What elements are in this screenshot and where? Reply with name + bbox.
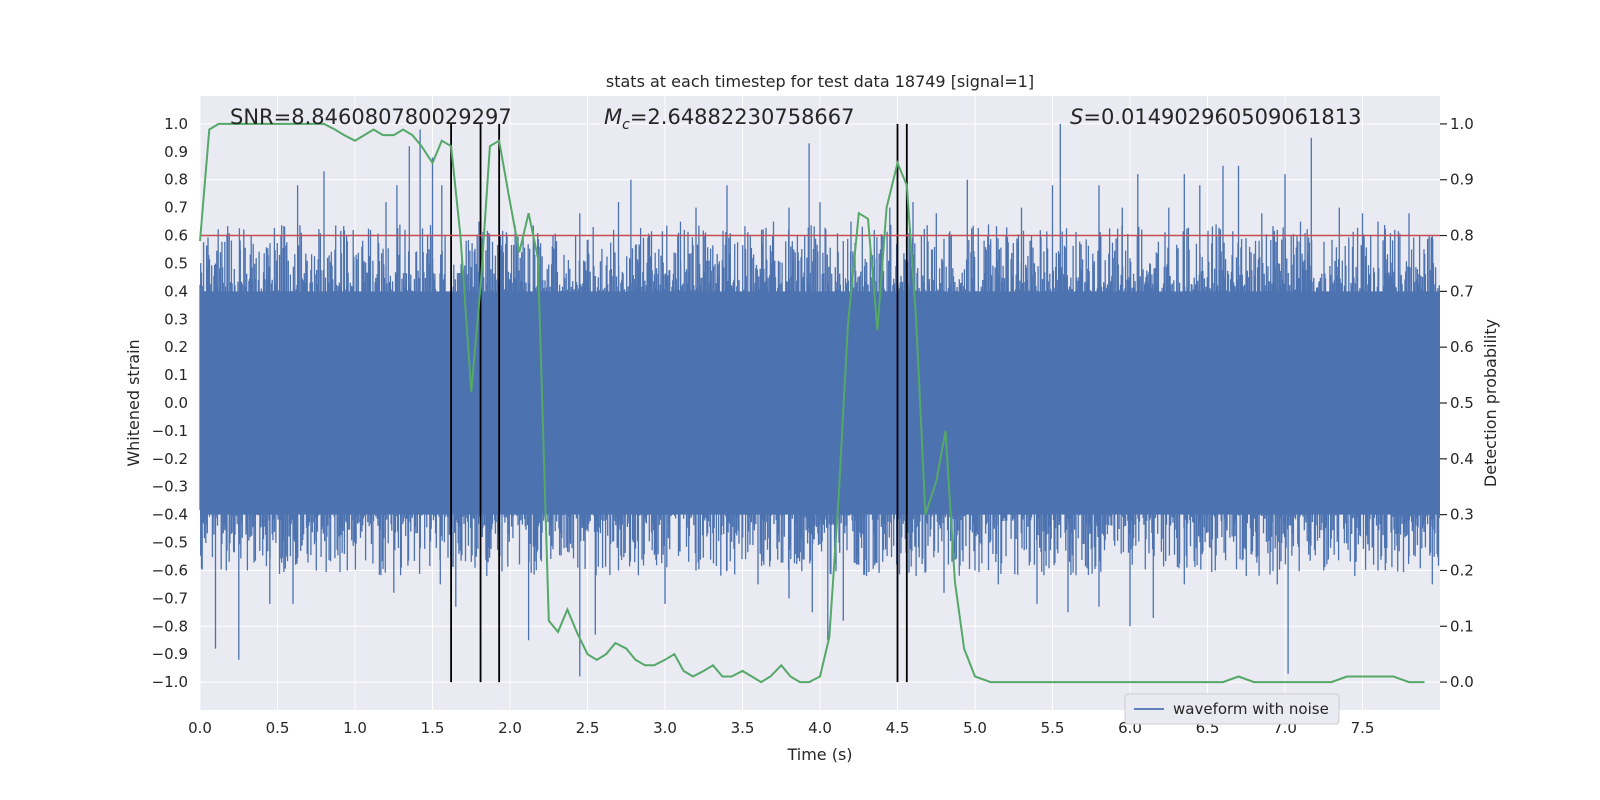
left-tick-label: −0.1 <box>152 422 188 440</box>
left-tick-label: 0.0 <box>164 394 188 412</box>
probability-line <box>199 122 1425 684</box>
left-tick-label: −0.9 <box>152 645 188 663</box>
right-axis-ticks: 1.0 0.9 0.8 0.7 0.6 0.5 0.4 0.3 0.2 0.1 0.0 <box>1440 115 1474 691</box>
x-tick-label: 4.5 <box>886 719 910 737</box>
x-tick-label: 5.5 <box>1041 719 1065 737</box>
right-tick-label: 0.3 <box>1450 506 1474 524</box>
y-axis-label-right: Detection probability <box>1481 319 1500 487</box>
s-annotation: S=0.014902960509061813 <box>1070 105 1361 129</box>
x-tick-label: 5.0 <box>963 719 987 737</box>
left-tick-label: −0.5 <box>152 534 188 552</box>
x-tick-label: 0.0 <box>188 719 212 737</box>
x-tick-label: 1.0 <box>343 719 367 737</box>
x-tick-label: 0.5 <box>266 719 290 737</box>
waveform-spikes <box>199 123 1440 677</box>
x-tick-label: 2.0 <box>498 719 522 737</box>
x-tick-label: 2.5 <box>576 719 600 737</box>
left-tick-label: −0.8 <box>152 617 188 635</box>
y-axis-label-left: Whitened strain <box>124 339 143 466</box>
right-tick-label: 0.5 <box>1450 394 1474 412</box>
chirp-mass-annotation: Mc=2.64882230758667 <box>604 105 855 133</box>
left-tick-label: 0.3 <box>164 310 188 328</box>
chart-title: stats at each timestep for test data 187… <box>606 72 1034 91</box>
left-tick-label: −0.4 <box>152 506 188 524</box>
legend: waveform with noise <box>1124 693 1340 725</box>
left-tick-label: 0.8 <box>164 171 188 189</box>
left-tick-label: 0.7 <box>164 199 188 217</box>
right-tick-label: 0.2 <box>1450 561 1474 579</box>
x-tick-label: 4.0 <box>808 719 832 737</box>
left-tick-label: −0.2 <box>152 450 188 468</box>
right-tick-label: 0.8 <box>1450 227 1474 245</box>
x-axis-ticks: 0.0 0.5 1.0 1.5 2.0 2.5 3.0 3.5 4.0 4.5 5.0 5.5 6.0 6… <box>188 719 1374 737</box>
left-tick-label: 1.0 <box>164 115 188 133</box>
right-tick-label: 0.6 <box>1450 338 1474 356</box>
x-tick-label: 3.0 <box>653 719 677 737</box>
right-tick-label: 0.1 <box>1450 617 1474 635</box>
s-value: =0.014902960509061813 <box>1083 105 1361 129</box>
chirp-mass-value: =2.64882230758667 <box>630 105 855 129</box>
chirp-mass-subscript: c <box>622 117 630 133</box>
left-tick-label: 0.2 <box>164 338 188 356</box>
right-tick-label: 0.4 <box>1450 450 1474 468</box>
snr-annotation: SNR=8.846080780029297 <box>230 105 512 129</box>
left-tick-label: 0.1 <box>164 366 188 384</box>
legend-label: waveform with noise <box>1173 700 1329 718</box>
x-axis-label: Time (s) <box>786 745 852 764</box>
right-tick-label: 0.7 <box>1450 282 1474 300</box>
chirp-mass-symbol: M <box>604 105 622 129</box>
vertical-markers <box>450 123 908 683</box>
left-tick-label: −1.0 <box>152 673 188 691</box>
s-symbol: S <box>1070 105 1083 129</box>
left-tick-label: 0.5 <box>164 254 188 272</box>
waveform-series <box>199 123 1440 677</box>
left-tick-label: −0.6 <box>152 561 188 579</box>
left-tick-label: 0.9 <box>164 143 188 161</box>
x-tick-label: 3.5 <box>731 719 755 737</box>
left-tick-label: −0.3 <box>152 478 188 496</box>
legend-box <box>1124 693 1340 725</box>
left-tick-label: 0.6 <box>164 227 188 245</box>
right-tick-label: 1.0 <box>1450 115 1474 133</box>
left-tick-label: −0.7 <box>152 589 188 607</box>
left-axis-ticks: 1.0 0.9 0.8 0.7 0.6 0.5 0.4 0.3 0.2 0.1 0.0 −0.1 −0.… <box>152 115 188 691</box>
x-tick-label: 7.5 <box>1351 719 1375 737</box>
x-tick-label: 1.5 <box>421 719 445 737</box>
left-tick-label: 0.4 <box>164 282 188 300</box>
right-tick-label: 0.9 <box>1450 171 1474 189</box>
right-tick-label: 0.0 <box>1450 673 1474 691</box>
probability-series <box>199 122 1425 684</box>
